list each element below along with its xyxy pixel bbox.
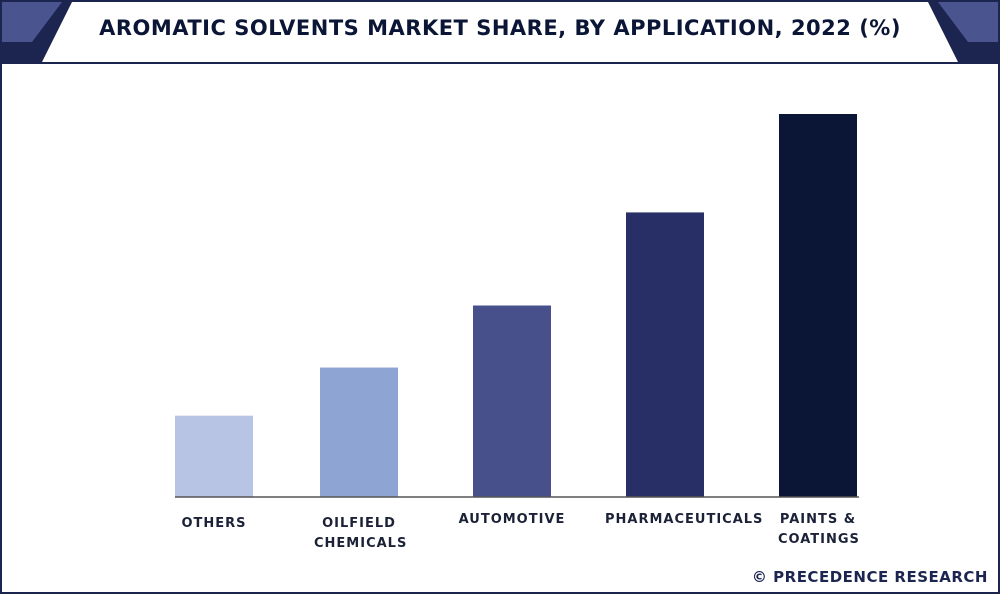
x-tick-label: PHARMACEUTICALS xyxy=(605,512,764,527)
bar xyxy=(779,114,857,497)
source: © PRECEDENCE RESEARCH xyxy=(751,568,988,586)
bar xyxy=(626,212,704,498)
bar xyxy=(473,305,551,497)
bar xyxy=(175,415,253,497)
x-tick-label: OILFIELD CHEMICALS xyxy=(314,516,408,551)
x-tick-label: OTHERS xyxy=(181,516,247,531)
header-decor xyxy=(2,2,998,62)
chart-title: AROMATIC SOLVENTS MARKET SHARE, BY APPLI… xyxy=(99,16,901,40)
bar xyxy=(320,367,398,497)
x-tick-label: AUTOMOTIVE xyxy=(458,512,566,527)
header: AROMATIC SOLVENTS MARKET SHARE, BY APPLI… xyxy=(2,2,998,64)
x-tick-label: PAINTS & COATINGS xyxy=(778,512,860,547)
